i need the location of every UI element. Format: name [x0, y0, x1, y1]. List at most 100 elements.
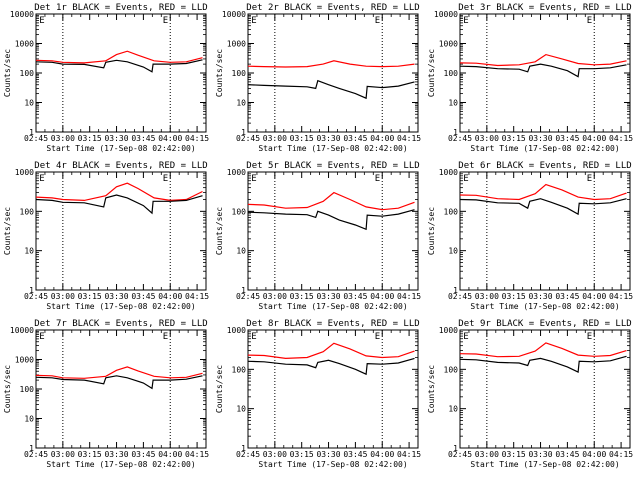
plot-frame — [247, 171, 419, 291]
y-tick-label: 10 — [448, 405, 458, 414]
x-tick-label: 02:45 — [236, 450, 260, 459]
x-tick-label: 04:15 — [609, 292, 633, 301]
plot-frame — [247, 13, 419, 133]
x-tick-label: 04:15 — [609, 450, 633, 459]
x-axis-label: Start Time (17-Sep-08 02:42:00) — [258, 460, 407, 469]
x-tick-label: 03:15 — [290, 292, 314, 301]
y-tick-label: 10 — [448, 247, 458, 256]
y-axis-label: Counts/sec — [427, 365, 436, 413]
x-axis-label: Start Time (17-Sep-08 02:42:00) — [46, 302, 195, 311]
y-tick-label: 1 — [453, 444, 458, 453]
x-tick-label: 02:45 — [24, 292, 48, 301]
y-tick-label: 100 — [20, 207, 35, 216]
panel-title: Det 9r BLACK = Events, RED = LLD — [458, 319, 631, 329]
x-tick-label: 03:45 — [343, 450, 367, 459]
x-tick-label: 04:00 — [582, 292, 606, 301]
y-axis-label: Counts/sec — [215, 207, 224, 255]
e-marker: E — [375, 174, 380, 184]
x-tick-label: 03:45 — [555, 292, 579, 301]
e-marker: E — [375, 332, 380, 342]
plot-frame — [35, 171, 207, 291]
x-tick-label: 02:45 — [448, 450, 472, 459]
x-axis-label: Start Time (17-Sep-08 02:42:00) — [470, 460, 619, 469]
x-tick-label: 03:30 — [104, 134, 128, 143]
x-tick-label: 03:15 — [502, 134, 526, 143]
series-events-black — [459, 198, 627, 216]
e-marker: E — [163, 332, 168, 342]
x-tick-label: 03:15 — [502, 450, 526, 459]
y-tick-label: 1000 — [439, 326, 458, 335]
x-tick-label: 03:15 — [502, 292, 526, 301]
e-marker: E — [251, 332, 256, 342]
x-tick-label: 03:30 — [528, 292, 552, 301]
x-axis-label: Start Time (17-Sep-08 02:42:00) — [258, 144, 407, 153]
y-axis-label: Counts/sec — [3, 207, 12, 255]
x-tick-label: 03:15 — [78, 450, 102, 459]
x-tick-label: 03:00 — [51, 292, 75, 301]
x-tick-label: 04:00 — [582, 134, 606, 143]
x-tick-label: 02:45 — [24, 134, 48, 143]
e-marker: E — [39, 332, 44, 342]
x-tick-label: 03:00 — [51, 450, 75, 459]
plot-frame — [35, 329, 207, 449]
x-tick-label: 03:30 — [104, 450, 128, 459]
plot-frame — [459, 329, 631, 449]
x-tick-label: 03:30 — [316, 292, 340, 301]
series-events-black — [35, 194, 203, 215]
y-tick-label: 100 — [444, 207, 459, 216]
y-tick-label: 10 — [24, 415, 34, 424]
y-tick-label: 10000 — [222, 10, 246, 19]
x-tick-label: 03:30 — [316, 134, 340, 143]
y-tick-label: 1 — [241, 286, 246, 295]
plot-frame — [459, 171, 631, 291]
e-marker: E — [587, 174, 592, 184]
y-tick-label: 10000 — [10, 326, 34, 335]
series-lld-red — [35, 182, 203, 202]
x-tick-label: 03:45 — [131, 134, 155, 143]
x-tick-label: 03:00 — [475, 292, 499, 301]
x-tick-label: 03:00 — [51, 134, 75, 143]
y-tick-label: 100 — [232, 365, 247, 374]
y-tick-label: 1000 — [15, 356, 34, 365]
plot-frame — [35, 13, 207, 133]
y-tick-label: 1 — [29, 444, 34, 453]
e-marker: E — [463, 174, 468, 184]
x-tick-label: 04:15 — [397, 450, 421, 459]
y-tick-label: 10 — [24, 99, 34, 108]
e-marker: E — [375, 16, 380, 26]
y-tick-label: 100 — [232, 207, 247, 216]
e-marker: E — [587, 332, 592, 342]
e-marker: E — [163, 16, 168, 26]
y-tick-label: 10 — [24, 247, 34, 256]
y-tick-label: 1 — [453, 128, 458, 137]
x-tick-label: 03:15 — [290, 134, 314, 143]
y-axis-label: Counts/sec — [215, 49, 224, 97]
plot-frame — [247, 329, 419, 449]
panel-title: Det 3r BLACK = Events, RED = LLD — [458, 3, 631, 13]
panel-title: Det 6r BLACK = Events, RED = LLD — [458, 161, 631, 171]
x-tick-label: 04:15 — [397, 134, 421, 143]
y-tick-label: 10000 — [10, 10, 34, 19]
series-events-black — [459, 355, 627, 374]
panel-title: Det 4r BLACK = Events, RED = LLD — [34, 161, 207, 171]
x-tick-label: 04:15 — [185, 134, 209, 143]
x-tick-label: 03:15 — [78, 292, 102, 301]
x-tick-label: 03:00 — [475, 134, 499, 143]
y-tick-label: 1 — [453, 286, 458, 295]
panel-3: Det 3r BLACK = Events, RED = LLD 1 10 100 10… — [427, 3, 633, 153]
x-tick-label: 04:00 — [582, 450, 606, 459]
x-tick-label: 03:15 — [78, 134, 102, 143]
panel-title: Det 5r BLACK = Events, RED = LLD — [246, 161, 419, 171]
y-tick-label: 1000 — [15, 40, 34, 49]
y-tick-label: 1 — [29, 128, 34, 137]
x-tick-label: 03:15 — [290, 450, 314, 459]
series-lld-red — [247, 60, 415, 68]
panel-title: Det 2r BLACK = Events, RED = LLD — [246, 3, 419, 13]
y-tick-label: 10 — [236, 247, 246, 256]
y-tick-label: 100 — [444, 365, 459, 374]
y-tick-label: 1 — [241, 128, 246, 137]
x-axis-label: Start Time (17-Sep-08 02:42:00) — [46, 144, 195, 153]
e-marker: E — [39, 174, 44, 184]
x-tick-label: 02:45 — [448, 134, 472, 143]
